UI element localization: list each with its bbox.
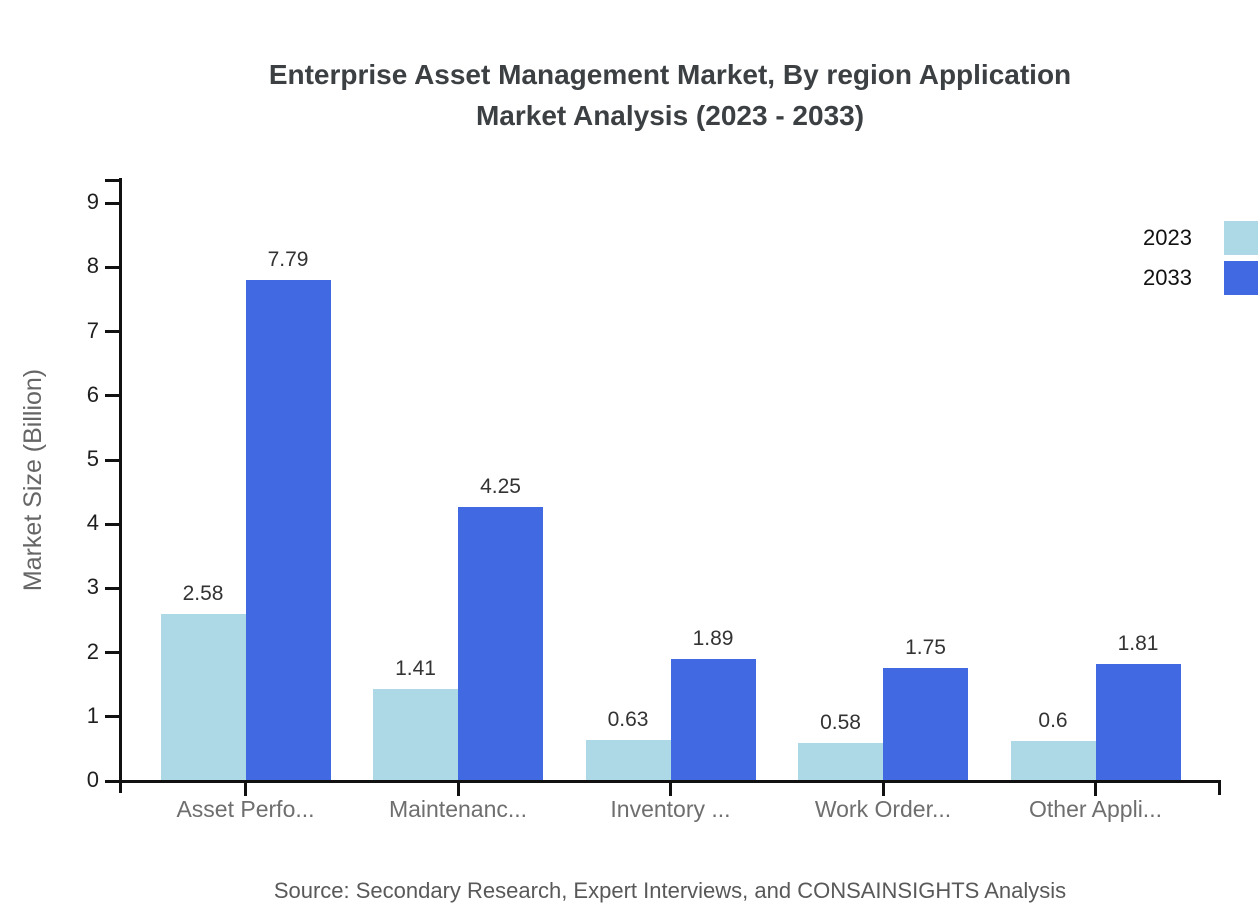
bar-value-label: 0.63 [607, 707, 649, 731]
x-tick [669, 783, 672, 796]
x-tick [1094, 783, 1097, 796]
y-tick-label: 6 [86, 381, 99, 407]
y-tick [105, 458, 119, 462]
x-tick [244, 783, 247, 796]
y-tick [105, 779, 119, 783]
x-tick-label: Work Order... [814, 796, 952, 822]
bar-value-label: 2.58 [182, 582, 224, 606]
chart-title: Enterprise Asset Management Market, By r… [80, 54, 1260, 136]
x-tick-label: Maintenanc... [388, 796, 528, 822]
y-tick [105, 394, 119, 398]
bar-2033-2 [670, 658, 756, 780]
y-axis-end-cap [105, 179, 119, 182]
y-tick-label: 0 [86, 767, 99, 792]
y-tick-label: 2 [86, 638, 99, 664]
y-tick [105, 201, 119, 205]
legend-swatch-2033 [1224, 261, 1258, 295]
x-tick-label: Inventory ... [610, 796, 731, 822]
bar-2023-2 [585, 739, 671, 780]
chart-title-line-2: Market Analysis (2023 - 2033) [475, 100, 865, 131]
bar-value-label: 1.89 [692, 626, 734, 650]
x-tick-label: Asset Perfo... [176, 796, 315, 822]
bar-value-label: 4.25 [480, 475, 521, 499]
source-note: Source: Secondary Research, Expert Inter… [273, 878, 1067, 903]
y-tick-label: 1 [86, 702, 99, 728]
y-tick [105, 330, 119, 334]
x-tick [881, 783, 885, 796]
y-axis-spine [119, 178, 122, 793]
bar-2023-0 [160, 614, 246, 780]
bar-value-label: 1.75 [905, 635, 946, 659]
bar-2023-1 [373, 689, 458, 780]
bar-value-label: 1.41 [395, 657, 436, 681]
bar-value-label: 0.6 [1038, 709, 1068, 733]
y-tick [105, 586, 119, 590]
y-tick-label: 3 [86, 574, 99, 600]
x-tick [456, 783, 460, 796]
bar-2023-3 [798, 742, 883, 780]
bar-2033-4 [1095, 663, 1181, 780]
x-tick-label: Other Appli... [1029, 796, 1162, 822]
y-tick-label: 9 [86, 189, 99, 215]
bar-2033-3 [883, 667, 968, 780]
bar-value-label: 7.79 [267, 247, 309, 271]
x-axis-end-cap [1218, 780, 1221, 795]
legend-label: 2033 [1143, 265, 1192, 290]
bar-2033-0 [245, 279, 331, 780]
bar-2023-4 [1010, 741, 1096, 780]
y-tick-label: 8 [86, 253, 99, 279]
y-tick [105, 651, 119, 655]
y-tick [105, 265, 119, 269]
y-tick [105, 522, 119, 526]
bar-2033-1 [458, 507, 543, 780]
y-tick-label: 7 [86, 317, 99, 343]
chart-title-line-1: Enterprise Asset Management Market, By r… [268, 59, 1072, 90]
x-axis-spine [119, 780, 1221, 783]
bar-value-label: 1.81 [1117, 631, 1159, 655]
bar-value-label: 0.58 [820, 710, 861, 734]
y-tick [105, 715, 119, 719]
legend-label: 2023 [1143, 225, 1192, 250]
legend-swatch-2023 [1224, 221, 1258, 255]
y-tick-label: 5 [86, 446, 99, 471]
y-tick-label: 4 [86, 510, 99, 536]
chart-legend: 2023 2033 [1100, 215, 1260, 305]
